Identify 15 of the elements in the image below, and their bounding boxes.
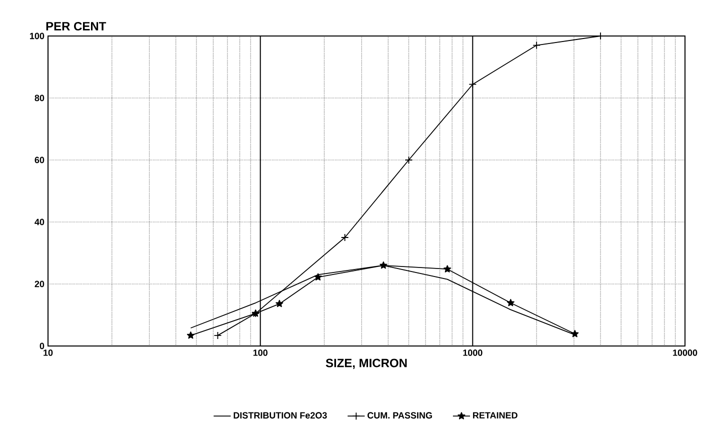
legend-label: DISTRIBUTION Fe2O3	[234, 412, 327, 419]
x-tick-label: 10000	[673, 350, 698, 356]
x-tick-label: 100	[253, 350, 268, 356]
x-tick-label: 1000	[463, 350, 482, 356]
x-axis-title: SIZE, MICRON	[326, 358, 407, 369]
y-tick-label: 100	[30, 32, 44, 40]
y-tick-label: 80	[34, 94, 44, 102]
y-tick-label: 0	[40, 342, 44, 350]
y-axis-title: PER CENT	[46, 22, 106, 30]
y-tick-label: 20	[34, 280, 44, 288]
y-tick-label: 40	[34, 218, 44, 226]
y-tick-label: 60	[34, 156, 44, 164]
legend-label: CUM. PASSING	[368, 412, 432, 419]
x-tick-label: 10	[44, 350, 53, 356]
legend-label: RETAINED	[473, 412, 518, 418]
